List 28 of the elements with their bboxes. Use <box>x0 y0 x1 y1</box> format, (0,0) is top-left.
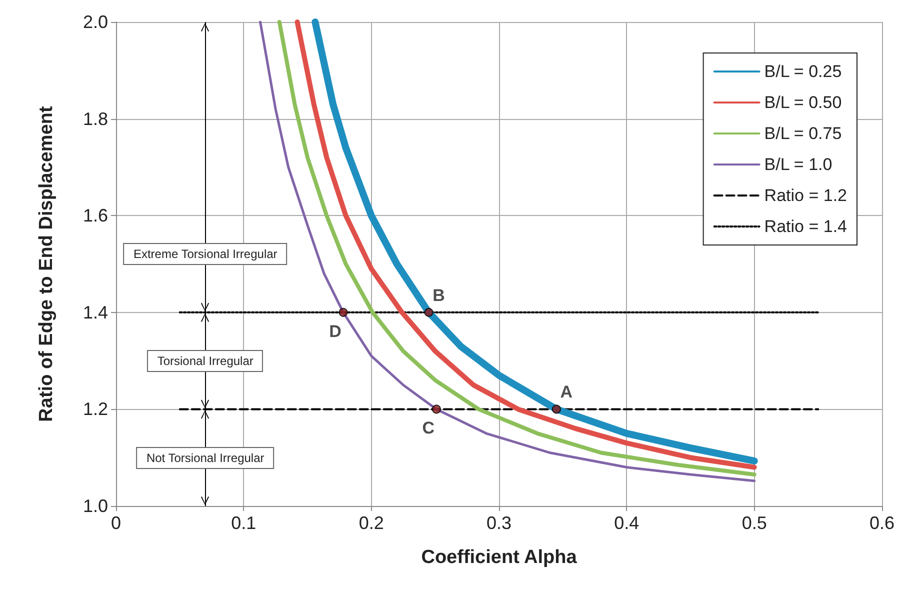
y-axis-title: Ratio of Edge to End Displacement <box>36 106 57 422</box>
legend-label: B/L = 0.75 <box>764 124 842 143</box>
x-tick-label: 0.6 <box>869 513 895 533</box>
y-tick-label: 1.4 <box>82 302 108 322</box>
x-tick-label: 0.4 <box>614 513 640 533</box>
y-tick-label: 1.2 <box>82 399 108 420</box>
legend-label: B/L = 0.50 <box>764 93 842 112</box>
x-tick-label: 0 <box>110 513 122 533</box>
legend-label: Ratio = 1.4 <box>764 217 848 236</box>
annotation: Torsional Irregular <box>147 350 264 372</box>
annotation: Not Torsional Irregular <box>136 446 274 469</box>
x-tick-label: 0.1 <box>231 513 256 533</box>
y-tick-label: 1.0 <box>82 496 108 516</box>
y-tick-label: 2.0 <box>82 12 108 32</box>
y-tick-label: 1.6 <box>82 206 108 226</box>
x-axis-title: Coefficient Alpha <box>421 547 578 568</box>
x-tick-label: 0.2 <box>358 513 384 533</box>
legend-label: B/L = 0.25 <box>764 62 842 81</box>
y-tick-label: 1.8 <box>82 108 108 129</box>
annotation: B <box>432 286 445 305</box>
legend-label: B/L = 1.0 <box>764 155 832 174</box>
legend-label: Ratio = 1.2 <box>764 186 848 205</box>
annotation: C <box>422 418 435 438</box>
annotation: D <box>329 322 342 341</box>
annotation: Extreme Torsional Irregular <box>123 243 288 266</box>
x-tick-label: 0.3 <box>486 513 512 533</box>
x-tick-label: 0.5 <box>742 513 767 533</box>
annotation: A <box>560 382 573 402</box>
